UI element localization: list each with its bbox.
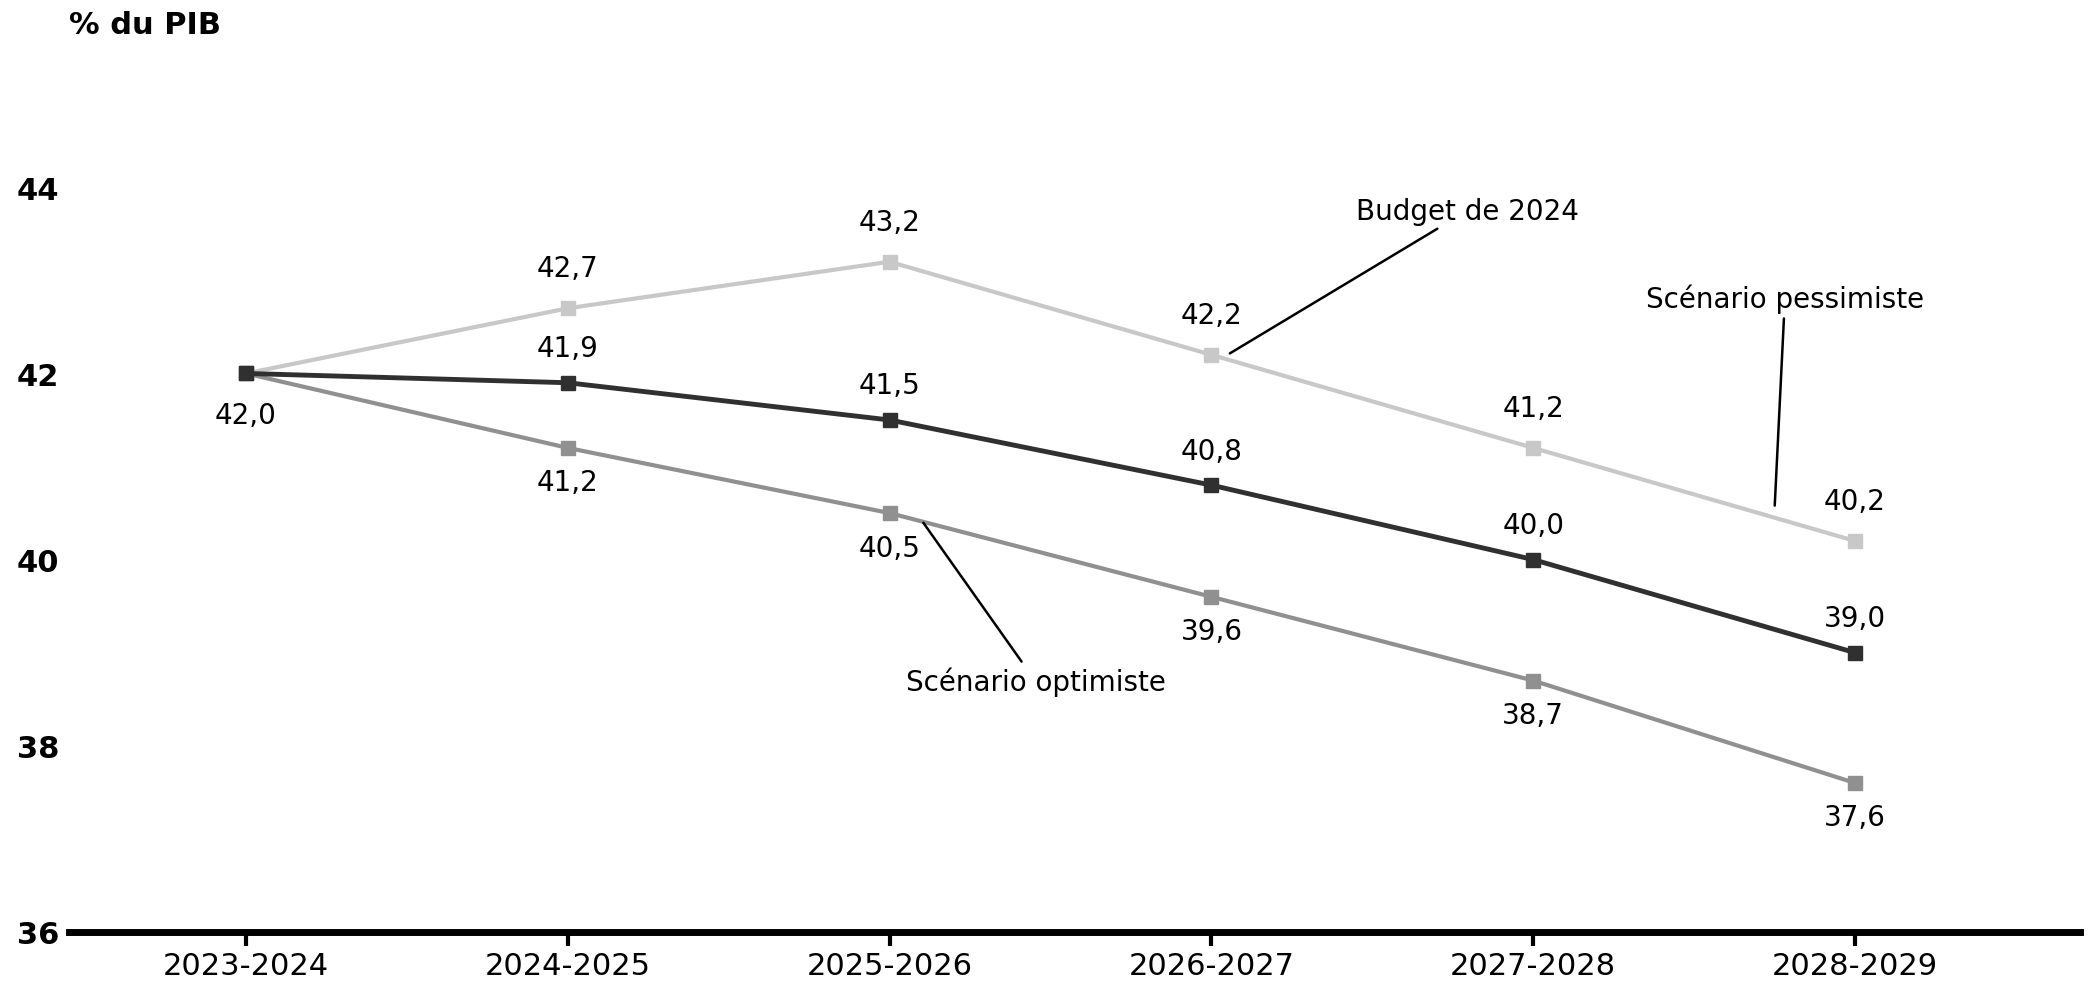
- Text: % du PIB: % du PIB: [69, 11, 220, 40]
- Text: Budget de 2024: Budget de 2024: [1229, 198, 1579, 354]
- Text: 39,6: 39,6: [1181, 618, 1241, 646]
- Text: 40,2: 40,2: [1824, 487, 1885, 516]
- Text: 40,0: 40,0: [1501, 512, 1564, 540]
- Text: 42,0: 42,0: [216, 402, 277, 430]
- Text: 39,0: 39,0: [1824, 605, 1885, 633]
- Text: 41,9: 41,9: [537, 335, 598, 363]
- Text: 40,8: 40,8: [1181, 437, 1241, 465]
- Text: 41,2: 41,2: [537, 469, 598, 496]
- Text: 41,2: 41,2: [1501, 394, 1564, 422]
- Text: 37,6: 37,6: [1824, 803, 1885, 831]
- Text: 41,5: 41,5: [858, 372, 921, 400]
- Text: 38,7: 38,7: [1501, 701, 1564, 729]
- Text: 42,7: 42,7: [537, 255, 598, 283]
- Text: 43,2: 43,2: [858, 209, 921, 237]
- Text: 42,2: 42,2: [1181, 302, 1241, 329]
- Text: Scénario pessimiste: Scénario pessimiste: [1646, 284, 1923, 507]
- Text: 40,5: 40,5: [858, 534, 921, 562]
- Text: Scénario optimiste: Scénario optimiste: [906, 524, 1166, 696]
